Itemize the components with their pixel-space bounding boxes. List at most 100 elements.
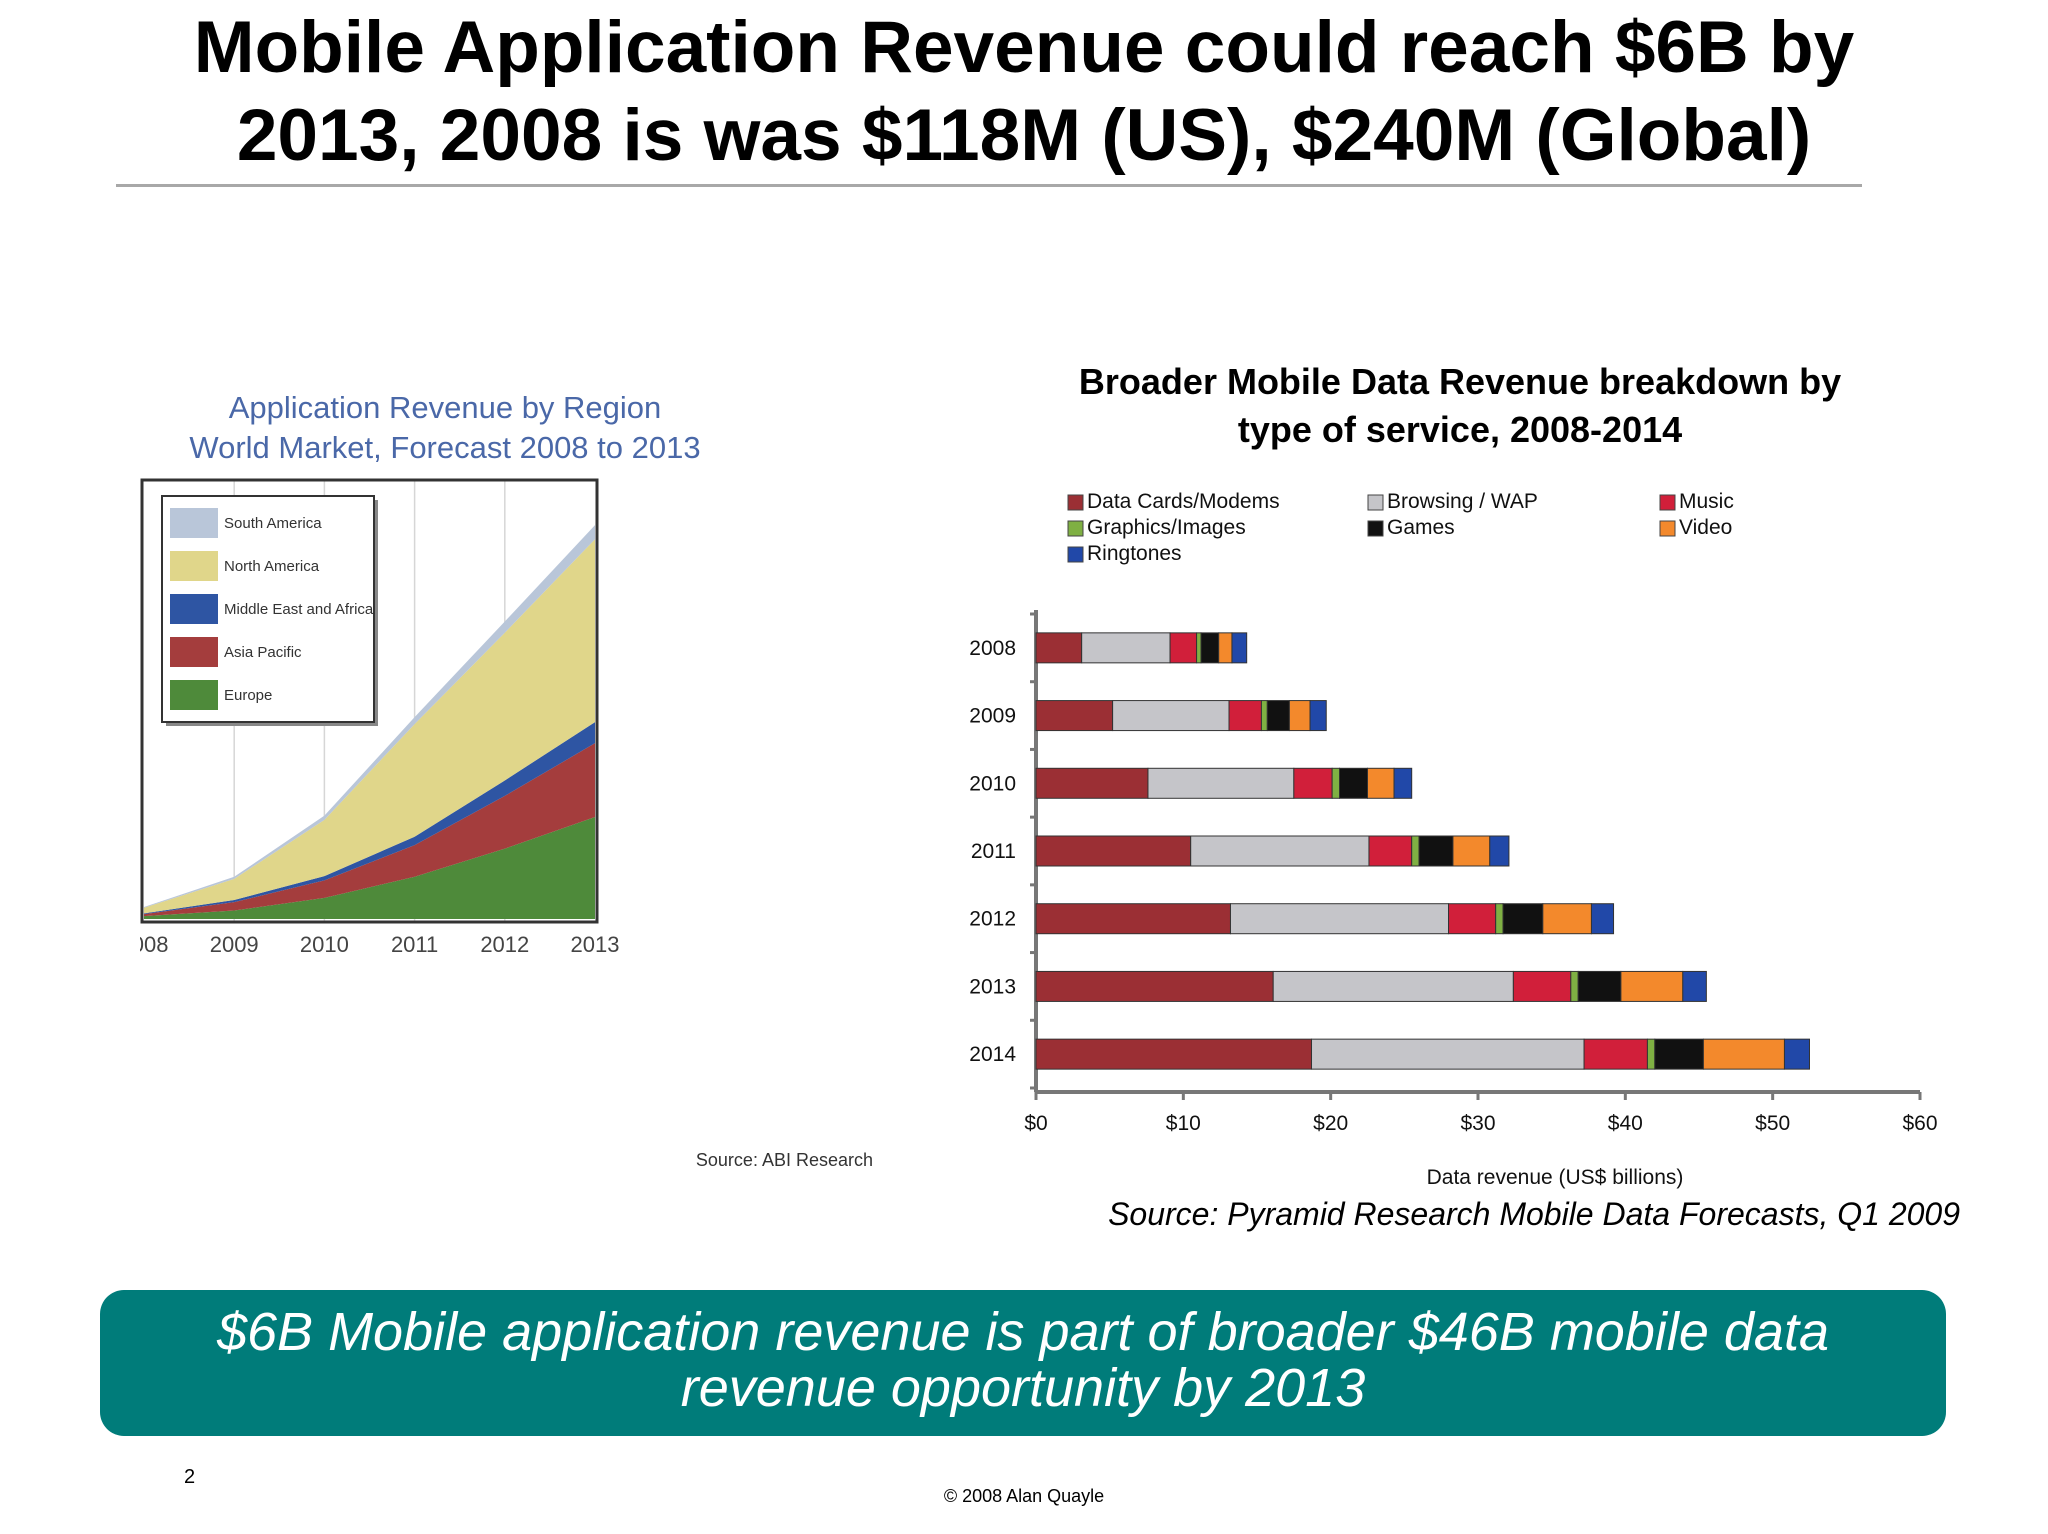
bar-segment-2012-games [1502,903,1544,935]
slide-title-line-1: Mobile Application Revenue could reach $… [193,7,1855,88]
bar-segment-2013-ringtones [1682,970,1707,1002]
bar-segment-2013-music [1512,970,1572,1002]
bar-category-label-2010: 2010 [969,772,1016,795]
bar-category-label-2008: 2008 [969,637,1016,660]
bar-segment-2008-graphics-images [1196,632,1202,664]
bar-x-tick-label-30: $30 [1460,1112,1495,1135]
bar-segment-2011-browsing-wap [1190,835,1370,867]
area-x-tick-2008: 2008 [140,932,168,957]
area-x-tick-2013: 2013 [571,932,620,957]
bar-segment-2008-games [1200,632,1220,664]
bar-chart-source: Source: Pyramid Research Mobile Data For… [1108,1196,1960,1232]
legend-swatch-ringtones [1067,546,1084,563]
legend-label-north-america: North America [224,558,320,575]
bar-x-tick-label-0: $0 [1024,1112,1047,1135]
bar-segment-2009-data-cards-modems [1035,700,1114,732]
slide-title-line-2: 2013, 2008 is was $118M (US), $240M (Glo… [236,95,1812,176]
legend-label-games: Games [1387,516,1455,539]
bar-x-tick-label-20: $20 [1313,1112,1348,1135]
area-series-asia-pacific [144,743,595,917]
bar-segment-2013-video [1620,970,1684,1002]
legend-swatch-europe [170,680,218,710]
bar-segment-2012-music [1448,903,1497,935]
area-chart-x-axis: 2008 2009 2010 2011 2012 2013 [140,932,619,957]
bar-segment-2012-graphics-images [1495,903,1504,935]
bar-segment-2009-graphics-images [1260,700,1268,732]
area-x-tick-2011: 2011 [391,932,438,957]
bar-category-label-2011: 2011 [971,840,1016,863]
bar-segment-2010-data-cards-modems [1035,767,1149,799]
bar-chart-title-line-2: type of service, 2008-2014 [1237,409,1683,450]
legend-label-europe: Europe [224,687,272,704]
bar-segment-2011-data-cards-modems [1035,835,1192,867]
bar-segment-2014-ringtones [1783,1038,1810,1070]
bar-segment-2010-graphics-images [1331,767,1341,799]
area-chart-source: Source: ABI Research [696,1150,873,1170]
legend-swatch-browsing-wap [1367,494,1384,511]
bar-chart-x-axis-label: Data revenue (US$ billions) [1427,1166,1684,1189]
bar-category-label-2013: 2013 [969,975,1016,998]
legend-swatch-data-cards-modems [1067,494,1084,511]
area-series-europe [144,817,595,919]
slide-title: Mobile Application Revenue could reach $… [0,4,2048,180]
area-chart-legend: South America North America Middle East an… [161,495,378,726]
summary-banner-line-2: revenue opportunity by 2013 [680,1358,1366,1418]
bar-segment-2014-graphics-images [1646,1038,1656,1070]
bar-chart-title: Broader Mobile Data Revenue breakdown by… [990,358,1930,454]
bar-segment-2014-games [1654,1038,1704,1070]
legend-label-graphics-images: Graphics/Images [1087,516,1246,539]
bar-segment-2011-graphics-images [1411,835,1420,867]
bar-segment-2010-browsing-wap [1147,767,1295,799]
bar-segment-2008-ringtones [1231,632,1248,664]
area-series-north-america [144,539,595,914]
bar-category-label-2009: 2009 [969,705,1016,728]
legend-label-south-america: South America [224,515,322,532]
bar-x-tick-label-50: $50 [1755,1112,1790,1135]
bar-segment-2011-games [1418,835,1454,867]
legend-swatch-graphics-images [1067,520,1084,537]
bar-chart-plot: $0 $10 $20 $30 $40 $50 $60 2008 2009 2010 2011 2012… [969,610,1938,1135]
copyright-notice: © 2008 Alan Quayle [943,1486,1105,1506]
area-x-tick-2010: 2010 [300,932,349,957]
bar-segment-2014-browsing-wap [1311,1038,1585,1070]
legend-label-ringtones: Ringtones [1087,542,1182,565]
bar-segment-2012-video [1542,903,1592,935]
legend-swatch-asia-pacific [170,637,218,667]
bar-segment-2009-music [1228,700,1262,732]
area-chart-title-line-1: Application Revenue by Region [229,390,662,425]
area-chart-border [140,478,599,924]
bar-segment-2008-music [1169,632,1198,664]
bar-segment-2010-ringtones [1393,767,1413,799]
bar-segment-2013-data-cards-modems [1035,970,1274,1002]
legend-swatch-music [1659,494,1676,511]
bar-x-tick-label-10: $10 [1166,1112,1201,1135]
legend-label-music: Music [1679,490,1734,513]
bar-segment-2010-music [1293,767,1333,799]
bar-segment-2013-graphics-images [1570,970,1579,1002]
bar-segment-2013-games [1577,970,1622,1002]
bar-segment-2012-browsing-wap [1229,903,1450,935]
legend-swatch-video [1659,520,1676,537]
legend-swatch-north-america [170,551,218,581]
mobile-data-revenue-bar-chart: Data Cards/Modems Browsing / WAP Music Grap… [969,490,1938,1189]
bar-segment-2010-video [1367,767,1395,799]
bar-segment-2014-data-cards-modems [1035,1038,1313,1070]
bar-x-tick-label-60: $60 [1902,1112,1937,1135]
bar-segment-2008-browsing-wap [1081,632,1171,664]
bar-segment-2009-browsing-wap [1112,700,1230,732]
bar-category-label-2012: 2012 [969,908,1016,931]
bar-segment-2009-games [1266,700,1290,732]
area-x-tick-2009: 2009 [210,932,259,957]
area-x-tick-2012: 2012 [480,932,529,957]
legend-label-data-cards-modems: Data Cards/Modems [1087,490,1280,513]
bar-segment-2012-data-cards-modems [1035,903,1231,935]
application-revenue-area-chart: Application Revenue by Region World Mark… [140,390,873,1170]
summary-banner-line-1: $6B Mobile application revenue is part o… [216,1302,1829,1362]
legend-swatch-games [1367,520,1384,537]
legend-swatch-south-america [170,508,218,538]
legend-swatch-middle-east-and-africa [170,594,218,624]
legend-label-middle-east-and-africa: Middle East and Africa [224,601,374,618]
bar-segment-2014-music [1583,1038,1648,1070]
summary-banner: $6B Mobile application revenue is part o… [100,1290,1946,1436]
bar-x-tick-label-40: $40 [1608,1112,1643,1135]
